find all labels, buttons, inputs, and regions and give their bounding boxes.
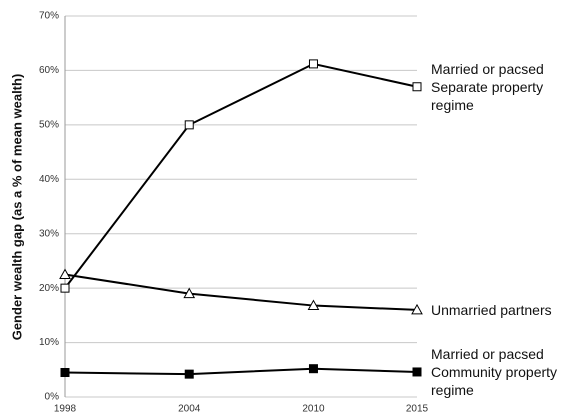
marker — [411, 303, 423, 315]
marker — [59, 268, 71, 280]
marker — [184, 120, 194, 130]
series-label: Married or pacsed Separate property regi… — [431, 60, 544, 113]
y-tick-label: 70% — [39, 11, 59, 22]
y-tick-label: 10% — [39, 337, 59, 348]
y-tick-label: 20% — [39, 283, 59, 294]
marker — [308, 364, 318, 374]
marker — [184, 369, 194, 379]
y-tick-label: 40% — [39, 174, 59, 185]
marker — [60, 283, 70, 293]
y-tick-label: 50% — [39, 119, 59, 130]
marker — [183, 287, 196, 299]
x-tick-label: 2015 — [406, 404, 429, 415]
series-label: Unmarried partners — [431, 301, 552, 318]
y-axis-label: Gender wealth gap (as a % of mean wealth… — [9, 74, 24, 341]
marker — [307, 299, 320, 311]
series-line — [64, 62, 418, 289]
marker — [412, 82, 422, 92]
x-tick-label: 2004 — [178, 404, 201, 415]
series-label: Married or pacsed Community property reg… — [431, 345, 558, 398]
series-line — [64, 273, 418, 311]
x-tick-label: 2010 — [302, 404, 325, 415]
marker — [308, 59, 318, 69]
series-line — [64, 367, 418, 376]
marker — [412, 367, 422, 377]
y-tick-label: 30% — [39, 228, 59, 239]
y-tick-label: 60% — [39, 65, 59, 76]
marker — [60, 368, 70, 378]
x-tick-label: 1998 — [54, 404, 77, 415]
y-tick-label: 0% — [45, 392, 60, 403]
